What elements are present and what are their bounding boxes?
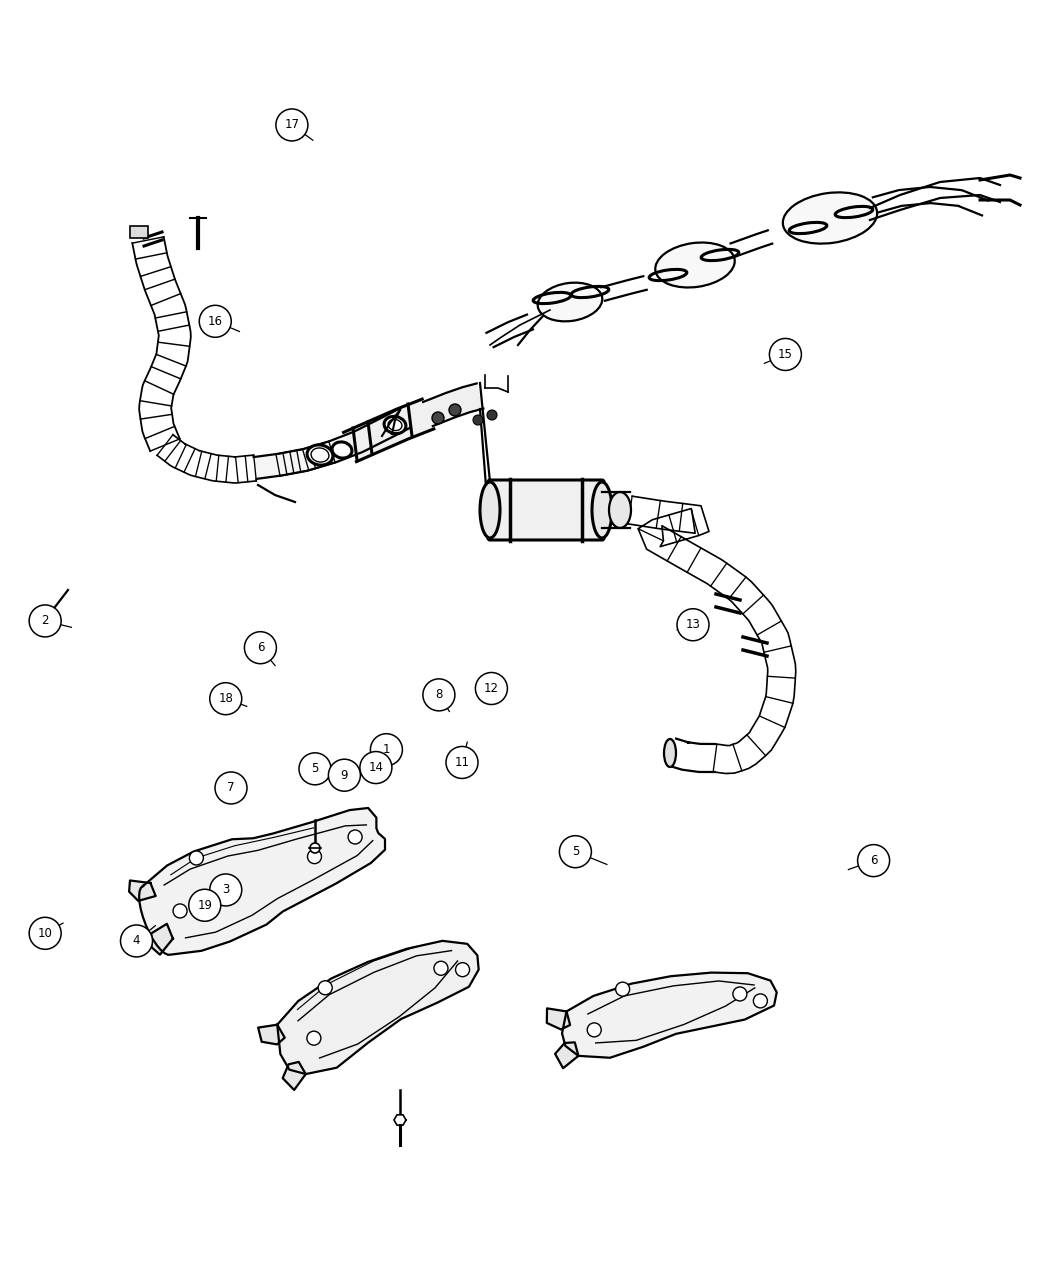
Circle shape: [308, 849, 321, 863]
Text: 5: 5: [311, 762, 319, 775]
Ellipse shape: [332, 442, 352, 458]
Text: 19: 19: [197, 899, 212, 912]
Text: 14: 14: [369, 761, 383, 774]
Circle shape: [677, 608, 709, 641]
Text: 17: 17: [285, 119, 299, 131]
Circle shape: [360, 751, 392, 784]
Text: 16: 16: [208, 315, 223, 328]
Circle shape: [371, 733, 402, 766]
Text: 11: 11: [455, 756, 469, 769]
Circle shape: [770, 338, 801, 371]
Polygon shape: [151, 924, 173, 955]
Text: 15: 15: [778, 348, 793, 361]
Ellipse shape: [307, 445, 333, 465]
Text: 6: 6: [869, 854, 878, 867]
Circle shape: [472, 414, 483, 425]
Circle shape: [434, 961, 448, 975]
Circle shape: [121, 924, 152, 958]
Polygon shape: [394, 1114, 406, 1126]
Circle shape: [733, 987, 747, 1001]
Text: 3: 3: [222, 884, 230, 896]
Text: 10: 10: [38, 927, 52, 940]
Polygon shape: [139, 808, 385, 955]
Circle shape: [449, 404, 461, 416]
Circle shape: [446, 746, 478, 779]
Circle shape: [858, 844, 889, 877]
Circle shape: [329, 759, 360, 792]
Polygon shape: [423, 384, 483, 426]
Circle shape: [615, 982, 630, 996]
Circle shape: [423, 678, 455, 711]
Circle shape: [276, 108, 308, 142]
Text: 1: 1: [382, 743, 391, 756]
Circle shape: [173, 904, 187, 918]
Ellipse shape: [783, 193, 877, 244]
Circle shape: [456, 963, 469, 977]
Polygon shape: [282, 1062, 306, 1090]
Text: 4: 4: [132, 935, 141, 947]
Circle shape: [487, 411, 497, 419]
Text: 5: 5: [571, 845, 580, 858]
Text: 7: 7: [227, 782, 235, 794]
Text: 13: 13: [686, 618, 700, 631]
Polygon shape: [258, 1025, 285, 1044]
Circle shape: [349, 830, 362, 844]
Text: 18: 18: [218, 692, 233, 705]
Polygon shape: [254, 408, 411, 479]
Ellipse shape: [609, 492, 631, 528]
Polygon shape: [129, 881, 155, 901]
Polygon shape: [277, 941, 479, 1074]
Ellipse shape: [592, 482, 612, 538]
Circle shape: [200, 305, 231, 338]
Circle shape: [40, 617, 50, 627]
Circle shape: [245, 631, 276, 664]
Text: 8: 8: [435, 688, 443, 701]
Text: 12: 12: [484, 682, 499, 695]
Circle shape: [476, 672, 507, 705]
Circle shape: [215, 771, 247, 805]
Circle shape: [754, 994, 768, 1007]
Circle shape: [210, 873, 242, 907]
Ellipse shape: [655, 242, 735, 287]
Circle shape: [189, 850, 204, 864]
Text: 9: 9: [340, 769, 349, 782]
Circle shape: [29, 604, 61, 638]
Circle shape: [210, 682, 242, 715]
Circle shape: [307, 1031, 321, 1046]
Text: 6: 6: [256, 641, 265, 654]
Text: 2: 2: [41, 615, 49, 627]
Ellipse shape: [538, 283, 603, 321]
Ellipse shape: [664, 740, 676, 768]
Circle shape: [432, 412, 444, 425]
Circle shape: [318, 980, 332, 994]
Circle shape: [587, 1023, 602, 1037]
FancyBboxPatch shape: [130, 226, 148, 238]
Circle shape: [29, 917, 61, 950]
Circle shape: [299, 752, 331, 785]
Polygon shape: [555, 1043, 579, 1068]
Ellipse shape: [384, 417, 406, 434]
Ellipse shape: [480, 482, 500, 538]
Circle shape: [310, 843, 320, 853]
Circle shape: [560, 835, 591, 868]
FancyBboxPatch shape: [488, 479, 604, 541]
Polygon shape: [547, 1009, 570, 1029]
Polygon shape: [562, 973, 777, 1058]
Circle shape: [189, 889, 220, 922]
Polygon shape: [343, 399, 434, 462]
